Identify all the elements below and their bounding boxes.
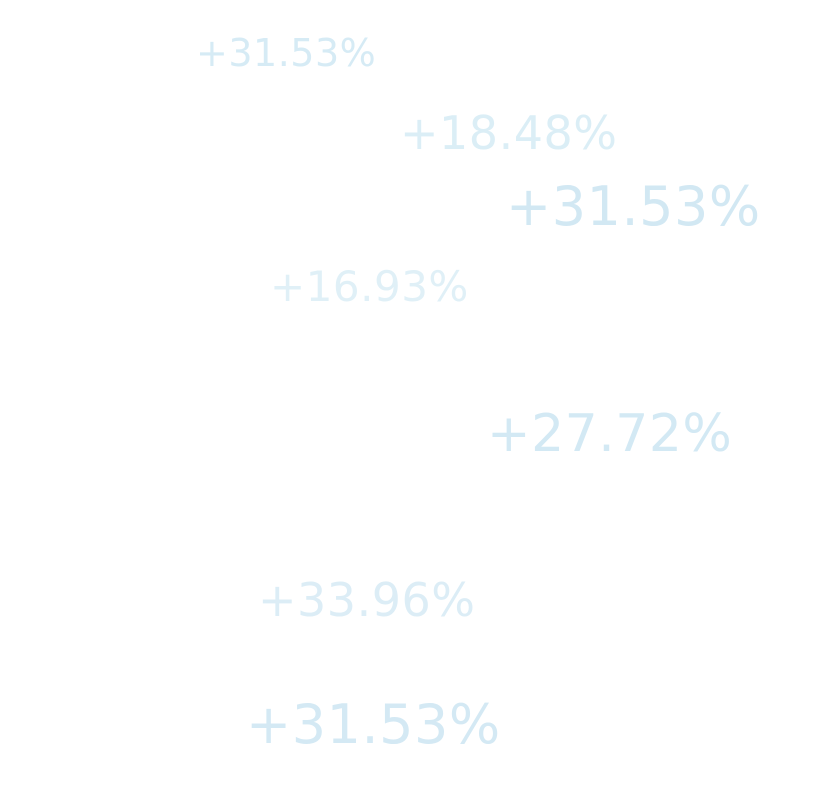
percentage-label: +18.48% — [400, 106, 618, 160]
percentage-label: +16.93% — [270, 262, 469, 311]
percentage-label: +31.53% — [506, 175, 761, 238]
percentage-label: +27.72% — [487, 404, 733, 464]
percentage-label: +31.53% — [246, 693, 501, 756]
percentage-label: +33.96% — [258, 573, 476, 627]
percentage-label: +31.53% — [196, 31, 377, 75]
